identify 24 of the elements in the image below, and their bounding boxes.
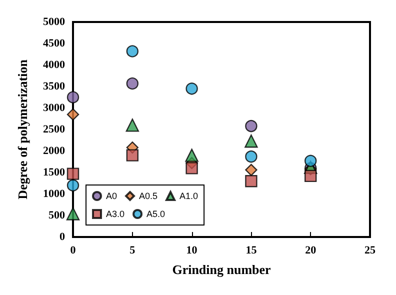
- x-tick-label: 5: [130, 244, 136, 256]
- y-tick-label: 1500: [43, 166, 66, 178]
- x-tick-label: 15: [246, 244, 258, 256]
- legend-label: A0.5: [139, 191, 158, 201]
- y-tick-label: 2500: [43, 124, 66, 136]
- y-tick-label: 3000: [43, 102, 66, 114]
- x-tick-label: 20: [305, 244, 317, 256]
- x-axis-title: Grinding number: [172, 262, 272, 277]
- y-tick-label: 0: [60, 231, 66, 243]
- y-axis-title: Degree of polymerization: [15, 58, 30, 200]
- y-tick-label: 1000: [43, 188, 66, 200]
- y-tick-label: 4500: [43, 38, 66, 50]
- legend-label: A0: [106, 191, 118, 201]
- y-tick-label: 5000: [43, 16, 66, 28]
- y-tick-label: 2000: [43, 145, 66, 157]
- y-tick-label: 500: [48, 210, 66, 222]
- legend-label: A3.0: [106, 209, 125, 219]
- x-tick-label: 25: [364, 244, 376, 256]
- y-tick-label: 4000: [43, 59, 66, 71]
- legend-label: A5.0: [146, 209, 166, 219]
- legend-label: A1.0: [180, 191, 198, 201]
- x-tick-label: 0: [70, 244, 76, 256]
- y-tick-label: 3500: [43, 80, 66, 92]
- x-tick-label: 10: [186, 244, 198, 256]
